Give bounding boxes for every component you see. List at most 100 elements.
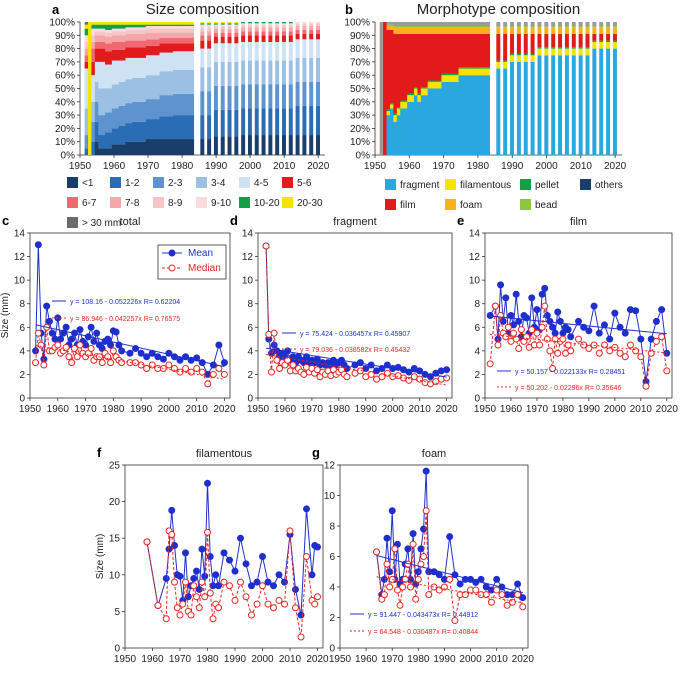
data-point-c-mean <box>45 317 53 325</box>
data-point-f-mean <box>242 560 250 568</box>
bar-segment-a <box>288 41 293 61</box>
y-tick-label-a: 0% <box>61 151 76 162</box>
bar-segment-a <box>125 57 130 80</box>
bar-segment-b <box>523 33 528 54</box>
bar-segment-a <box>108 148 113 155</box>
bar-segment-a <box>176 115 181 140</box>
bar-segment-b <box>393 22 398 26</box>
data-point-c-mean <box>220 359 228 367</box>
bar-segment-a <box>169 25 174 29</box>
data-point-c-mean <box>76 326 84 334</box>
bar-segment-b <box>448 81 453 155</box>
bar-segment-a <box>183 51 188 70</box>
bar-segment-b <box>482 75 487 155</box>
bar-segment-a <box>241 41 246 61</box>
bar-segment-b <box>612 48 617 155</box>
bar-segment-a <box>190 32 195 38</box>
data-point-g-median <box>409 540 417 548</box>
bar-segment-a <box>91 141 96 155</box>
bar-segment-a <box>142 40 147 48</box>
data-point-f-median <box>171 578 178 586</box>
bar-segment-a <box>213 25 218 29</box>
bar-segment-b <box>462 27 466 34</box>
fit-line-mean-d <box>266 347 447 378</box>
bar-segment-a <box>179 139 184 155</box>
data-point-e-median <box>549 365 557 373</box>
bar-segment-a <box>118 35 123 42</box>
bar-segment-b <box>585 48 590 56</box>
bar-segment-a <box>115 24 120 29</box>
bar-segment-b <box>437 33 442 81</box>
y-tick-label-d: 6 <box>247 323 253 334</box>
bar-segment-a <box>183 32 188 38</box>
bar-segment-a <box>275 135 280 155</box>
bar-segment-a <box>316 25 320 30</box>
data-point-c-mean <box>126 349 134 357</box>
bar-segment-a <box>200 67 205 92</box>
bar-segment-a <box>179 28 184 33</box>
bar-segment-b <box>551 22 556 26</box>
bar-segment-b <box>437 25 442 28</box>
bar-segment-a <box>84 28 89 36</box>
bar-segment-a <box>101 88 106 116</box>
bar-segment-a <box>169 32 174 38</box>
bar-segment-b <box>393 33 398 114</box>
bar-segment-b <box>386 115 391 155</box>
bar-segment-a <box>220 32 225 37</box>
bar-segment-a <box>98 148 103 155</box>
bar-segment-a <box>139 121 144 142</box>
x-tick-label-f: 1970 <box>169 654 192 665</box>
bar-segment-b <box>496 68 501 155</box>
bar-segment-b <box>496 33 501 61</box>
data-point-c-mean <box>87 323 95 331</box>
bar-segment-a <box>179 43 184 52</box>
bar-segment-a <box>200 115 205 140</box>
bar-segment-a <box>94 35 99 42</box>
data-point-f-mean <box>308 571 316 579</box>
bar-segment-a <box>91 75 96 102</box>
bar-segment-a <box>183 25 188 29</box>
y-tick-label-d: 12 <box>242 252 254 263</box>
data-point-g-median <box>446 575 454 583</box>
data-point-c-median <box>37 341 45 349</box>
x-tick-label-a: 2020 <box>307 161 330 172</box>
legend-label-a: <1 <box>82 178 94 189</box>
data-point-f-median <box>176 611 184 619</box>
bar-segment-b <box>516 55 521 62</box>
x-tick-label-d: 1960 <box>274 404 297 415</box>
bar-segment-a <box>234 136 239 155</box>
y-tick-label-b: 100% <box>344 18 370 29</box>
bar-segment-a <box>115 41 120 50</box>
data-point-e-median <box>606 347 614 355</box>
bar-segment-b <box>393 121 398 155</box>
bar-segment-b <box>530 53 535 56</box>
bar-segment-b <box>544 48 549 56</box>
bar-segment-b <box>482 22 487 26</box>
bar-segment-b <box>389 108 394 155</box>
bar-segment-b <box>496 61 501 69</box>
bar-segment-a <box>139 101 144 122</box>
bar-segment-a <box>125 79 130 104</box>
bar-segment-b <box>544 33 549 48</box>
bar-segment-a <box>169 37 174 44</box>
data-point-e-median <box>515 345 523 352</box>
data-point-g-median <box>383 560 391 568</box>
bar-segment-a <box>179 37 184 44</box>
data-point-c-median <box>109 347 117 355</box>
bar-segment-b <box>503 68 508 155</box>
bar-segment-a <box>84 24 89 29</box>
bar-segment-a <box>213 43 218 62</box>
bar-segment-b <box>510 25 515 28</box>
data-point-e-mean <box>595 329 603 337</box>
bar-segment-b <box>523 53 528 56</box>
bar-segment-b <box>441 25 446 28</box>
bar-segment-a <box>186 43 191 52</box>
bar-segment-b <box>396 33 401 108</box>
data-point-f-mean <box>182 549 189 557</box>
legend-swatch-b <box>385 179 396 190</box>
data-point-f-mean <box>193 567 200 575</box>
bar-segment-b <box>396 27 401 34</box>
bar-segment-a <box>207 27 212 32</box>
data-point-e-median <box>543 335 551 343</box>
bar-segment-a <box>213 24 218 26</box>
